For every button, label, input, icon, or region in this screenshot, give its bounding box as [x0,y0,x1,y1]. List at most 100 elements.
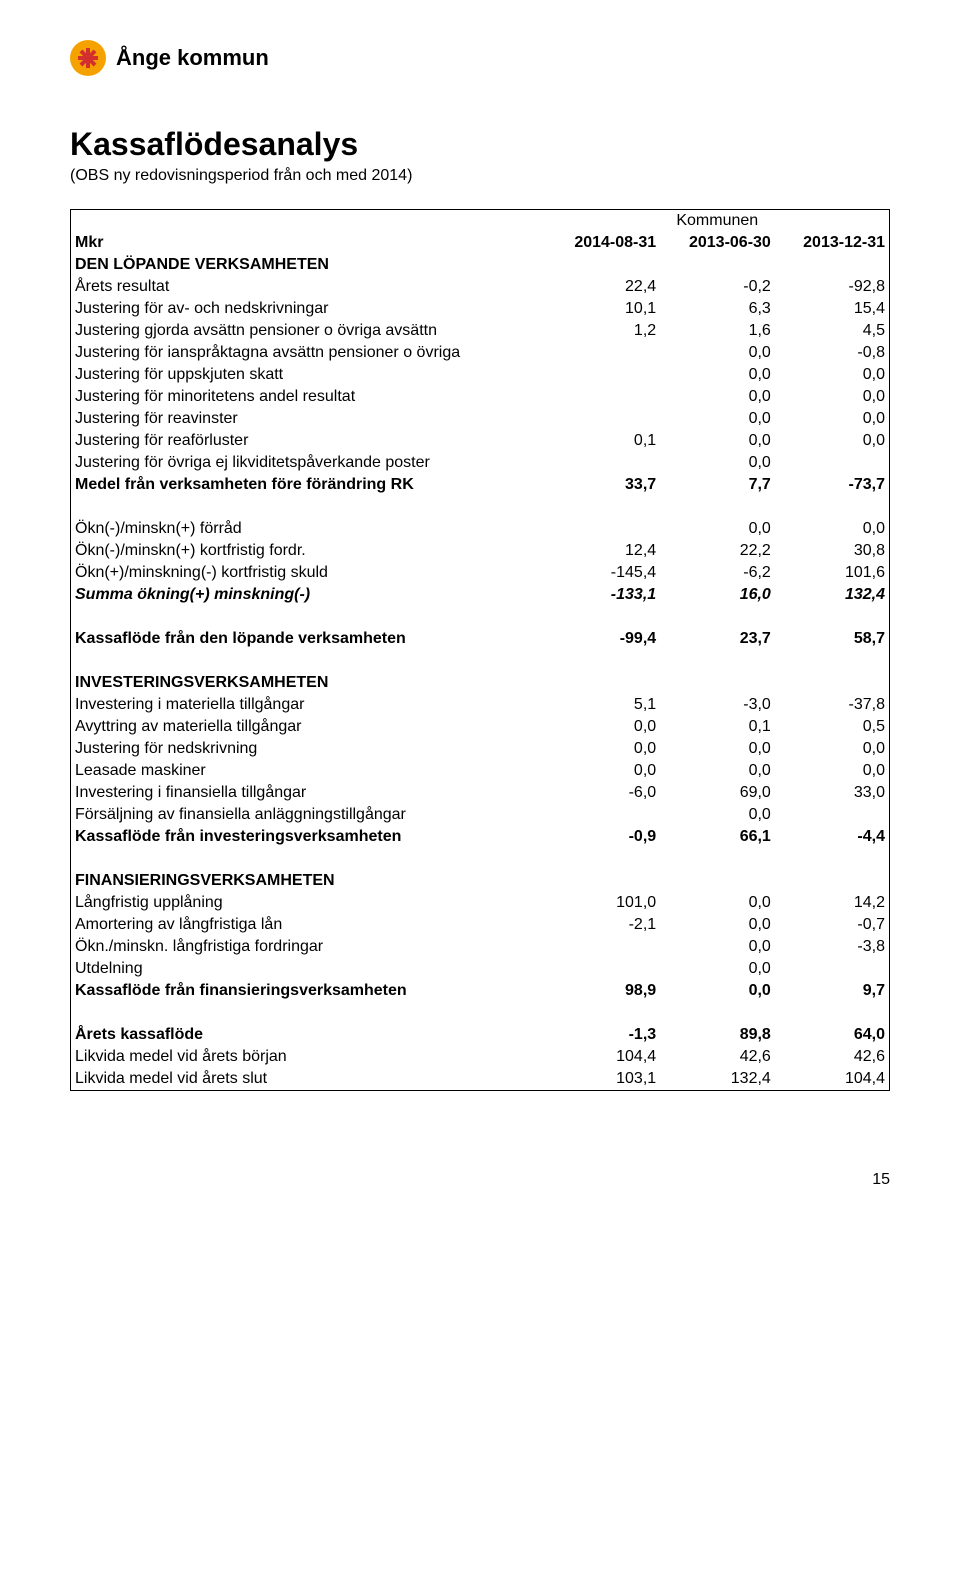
row-label: Årets kassaflöde [71,1024,546,1046]
row-value: 58,7 [775,628,890,650]
row-label: Justering för reavinster [71,408,546,430]
row-value [546,408,661,430]
row-label: Amortering av långfristiga lån [71,914,546,936]
row-value [660,254,775,276]
row-value: 10,1 [546,298,661,320]
row-value [546,936,661,958]
column-header-date: 2013-06-30 [660,232,775,254]
row-value: 0,0 [660,804,775,826]
row-value: 0,0 [660,386,775,408]
row-label: Leasade maskiner [71,760,546,782]
row-value [775,672,890,694]
row-value: -0,9 [546,826,661,848]
row-value: 12,4 [546,540,661,562]
row-label: INVESTERINGSVERKSAMHETEN [71,672,546,694]
row-value: 0,0 [775,364,890,386]
row-label: Justering för ianspråktagna avsättn pens… [71,342,546,364]
row-value: 0,0 [660,760,775,782]
row-value: 1,2 [546,320,661,342]
row-value: 0,0 [660,936,775,958]
row-label: Justering för minoritetens andel resulta… [71,386,546,408]
row-label: Ökn(-)/minskn(+) förråd [71,518,546,540]
org-logo: Ånge kommun [70,40,890,76]
row-value: -3,0 [660,694,775,716]
row-value [546,254,661,276]
row-value: -4,4 [775,826,890,848]
row-label: Summa ökning(+) minskning(-) [71,584,546,606]
row-value: 0,0 [660,452,775,474]
row-value: 132,4 [775,584,890,606]
row-label: Kassaflöde från den löpande verksamheten [71,628,546,650]
row-label: Ökn(+)/minskning(-) kortfristig skuld [71,562,546,584]
row-value [775,870,890,892]
row-label: Justering för uppskjuten skatt [71,364,546,386]
row-value: 0,0 [660,408,775,430]
column-header-date: 2013-12-31 [775,232,890,254]
row-value: -0,7 [775,914,890,936]
row-value [660,672,775,694]
column-header-date: 2014-08-31 [546,232,661,254]
row-value: 30,8 [775,540,890,562]
row-label: Årets resultat [71,276,546,298]
row-value: -1,3 [546,1024,661,1046]
row-value: -99,4 [546,628,661,650]
row-value: -92,8 [775,276,890,298]
row-value: 15,4 [775,298,890,320]
row-value [775,958,890,980]
row-value: 103,1 [546,1068,661,1091]
row-value: 42,6 [775,1046,890,1068]
row-value: 98,9 [546,980,661,1002]
row-label: Kassaflöde från investeringsverksamheten [71,826,546,848]
row-value: 0,0 [660,980,775,1002]
logo-mark [70,40,106,76]
row-value [546,804,661,826]
row-value: 9,7 [775,980,890,1002]
row-value: 0,0 [775,738,890,760]
row-value [546,518,661,540]
row-value: 1,6 [660,320,775,342]
row-value [546,672,661,694]
row-value: 0,0 [660,518,775,540]
row-value: 0,0 [546,760,661,782]
row-value: 66,1 [660,826,775,848]
column-header-label: Mkr [71,232,546,254]
column-group-header: Kommunen [546,210,890,233]
row-value: 0,0 [546,738,661,760]
row-value: 23,7 [660,628,775,650]
row-value: 104,4 [546,1046,661,1068]
page-number: 15 [70,1171,890,1189]
row-value: 33,0 [775,782,890,804]
row-label: Kassaflöde från finansieringsverksamhete… [71,980,546,1002]
row-value: 0,0 [660,914,775,936]
row-value: 89,8 [660,1024,775,1046]
row-value: 0,0 [546,716,661,738]
row-value [775,804,890,826]
row-value [660,870,775,892]
row-value: 0,0 [660,892,775,914]
row-label: Justering gjorda avsättn pensioner o övr… [71,320,546,342]
row-label: Justering för av- och nedskrivningar [71,298,546,320]
row-value [546,870,661,892]
row-label: Försäljning av finansiella anläggningsti… [71,804,546,826]
row-value: 0,0 [775,430,890,452]
row-label: Ökn(-)/minskn(+) kortfristig fordr. [71,540,546,562]
row-label: Likvida medel vid årets slut [71,1068,546,1091]
row-value [546,342,661,364]
row-label: Avyttring av materiella tillgångar [71,716,546,738]
row-value: 42,6 [660,1046,775,1068]
row-value: -0,8 [775,342,890,364]
row-value: 16,0 [660,584,775,606]
row-label: Ökn./minskn. långfristiga fordringar [71,936,546,958]
row-value: 0,0 [775,760,890,782]
row-label: Utdelning [71,958,546,980]
row-value [546,958,661,980]
row-value: 64,0 [775,1024,890,1046]
row-value: -2,1 [546,914,661,936]
row-label: Medel från verksamheten före förändring … [71,474,546,496]
row-value: 0,0 [660,364,775,386]
row-value: -3,8 [775,936,890,958]
row-value: 101,6 [775,562,890,584]
row-value: 14,2 [775,892,890,914]
row-value [546,364,661,386]
row-value [546,386,661,408]
